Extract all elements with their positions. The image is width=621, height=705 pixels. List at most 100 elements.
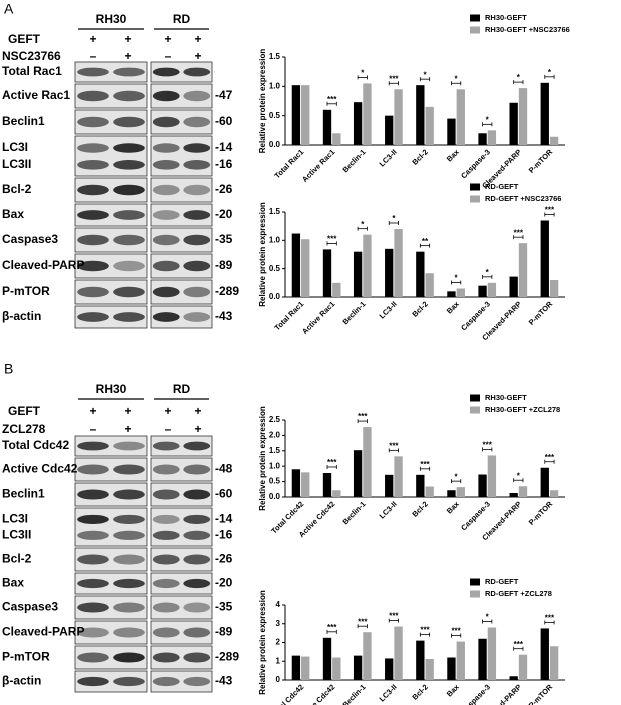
- blot-band: [152, 286, 180, 298]
- treatment-label: GEFT: [8, 404, 41, 418]
- bar: [291, 85, 301, 145]
- row-label: Caspase3: [2, 600, 58, 614]
- blot-band: [183, 627, 211, 638]
- significance: *: [455, 74, 459, 83]
- blot-band: [77, 464, 109, 475]
- blot-band: [77, 116, 109, 128]
- blot-box: [150, 203, 213, 227]
- bar: [385, 248, 394, 297]
- bar: [322, 472, 332, 497]
- blot-band: [77, 160, 109, 170]
- treatment-label: NSC23766: [2, 49, 61, 63]
- bar: [363, 83, 372, 145]
- blot-band: [152, 441, 180, 451]
- blot-box: [150, 595, 213, 620]
- significance: *: [548, 68, 552, 77]
- blot-band: [183, 116, 211, 128]
- blot-band: [77, 489, 109, 500]
- blot-band: [113, 234, 145, 246]
- bar: [394, 229, 403, 297]
- bar: [385, 474, 394, 497]
- molecular-weight: -20: [215, 576, 233, 590]
- x-tick-label: Total Cdc42: [269, 682, 305, 705]
- blot-band: [77, 210, 109, 220]
- bar: [447, 291, 456, 297]
- blot-box: [150, 572, 213, 595]
- x-tick-label: P-mTOR: [527, 499, 555, 527]
- blot-box: [150, 305, 213, 329]
- bar: [394, 626, 403, 680]
- blot-band: [113, 578, 145, 589]
- y-tick-label: 1.0: [269, 461, 281, 470]
- y-tick-label: 1.0: [269, 235, 281, 244]
- significance: ***: [514, 640, 524, 649]
- blot-band: [113, 652, 145, 663]
- blot-band: [152, 489, 180, 500]
- y-tick-label: 0.0: [269, 292, 281, 301]
- x-tick-label: Bcl-2: [410, 147, 429, 166]
- bar: [322, 249, 332, 297]
- blot-band: [183, 652, 211, 663]
- blot-band: [113, 441, 145, 451]
- blot-band: [183, 160, 211, 170]
- legend-swatch: [470, 590, 480, 598]
- legend-label: RD-GEFT +NSC23766: [485, 194, 561, 203]
- row-label: β-actin: [2, 674, 41, 688]
- cell-line: RH30: [96, 382, 127, 396]
- bar: [509, 102, 518, 145]
- blot-band: [152, 530, 180, 540]
- bar: [447, 118, 456, 145]
- blot-band: [113, 676, 145, 687]
- blot-band: [183, 464, 211, 475]
- treatment-sign: +: [194, 422, 201, 436]
- bar: [291, 233, 301, 297]
- significance: ***: [483, 441, 493, 450]
- legend-swatch: [470, 406, 480, 414]
- bar: [353, 251, 363, 297]
- y-tick-label: 2.0: [269, 431, 281, 440]
- treatment-sign: +: [124, 49, 131, 63]
- bar: [456, 89, 465, 145]
- y-axis-title: Relative protein expression: [258, 406, 267, 511]
- blot-band: [183, 90, 211, 102]
- molecular-weight: -43: [215, 309, 233, 323]
- bar: [478, 638, 487, 680]
- treatment-sign: +: [89, 32, 96, 46]
- bar: [447, 657, 456, 680]
- legend-swatch: [470, 195, 480, 203]
- bar: [416, 251, 425, 297]
- bar: [332, 133, 341, 145]
- blot-band: [183, 143, 211, 153]
- blot-band: [183, 234, 211, 246]
- significance: *: [486, 613, 490, 622]
- bar: [540, 628, 549, 680]
- blot-band: [152, 602, 180, 613]
- molecular-weight: -35: [215, 600, 233, 614]
- treatment-label: ZCL278: [2, 422, 46, 436]
- x-tick-label: P-mTOR: [527, 682, 555, 705]
- x-tick-label: P-mTOR: [527, 147, 555, 175]
- blot-band: [183, 441, 211, 451]
- significance: *: [361, 69, 365, 78]
- blot-band: [77, 312, 109, 322]
- y-tick-label: 0.5: [269, 111, 281, 120]
- x-tick-label: Bax: [445, 499, 462, 516]
- blot-band: [113, 554, 145, 565]
- bar: [332, 657, 341, 680]
- blot-band: [113, 602, 145, 613]
- blot-box: [74, 572, 148, 595]
- bar: [394, 89, 403, 145]
- bar: [353, 655, 363, 680]
- blot-band: [183, 514, 211, 524]
- blot-band: [113, 184, 145, 196]
- bar: [478, 474, 487, 497]
- significance: *: [517, 471, 521, 480]
- row-label: LC3II: [2, 157, 31, 171]
- x-tick-label: Caspase-3: [459, 147, 492, 180]
- bar: [425, 106, 434, 145]
- molecular-weight: -14: [215, 512, 233, 526]
- bar: [291, 469, 301, 497]
- molecular-weight: -289: [215, 284, 239, 298]
- legend-label: RD-GEFT: [485, 577, 519, 586]
